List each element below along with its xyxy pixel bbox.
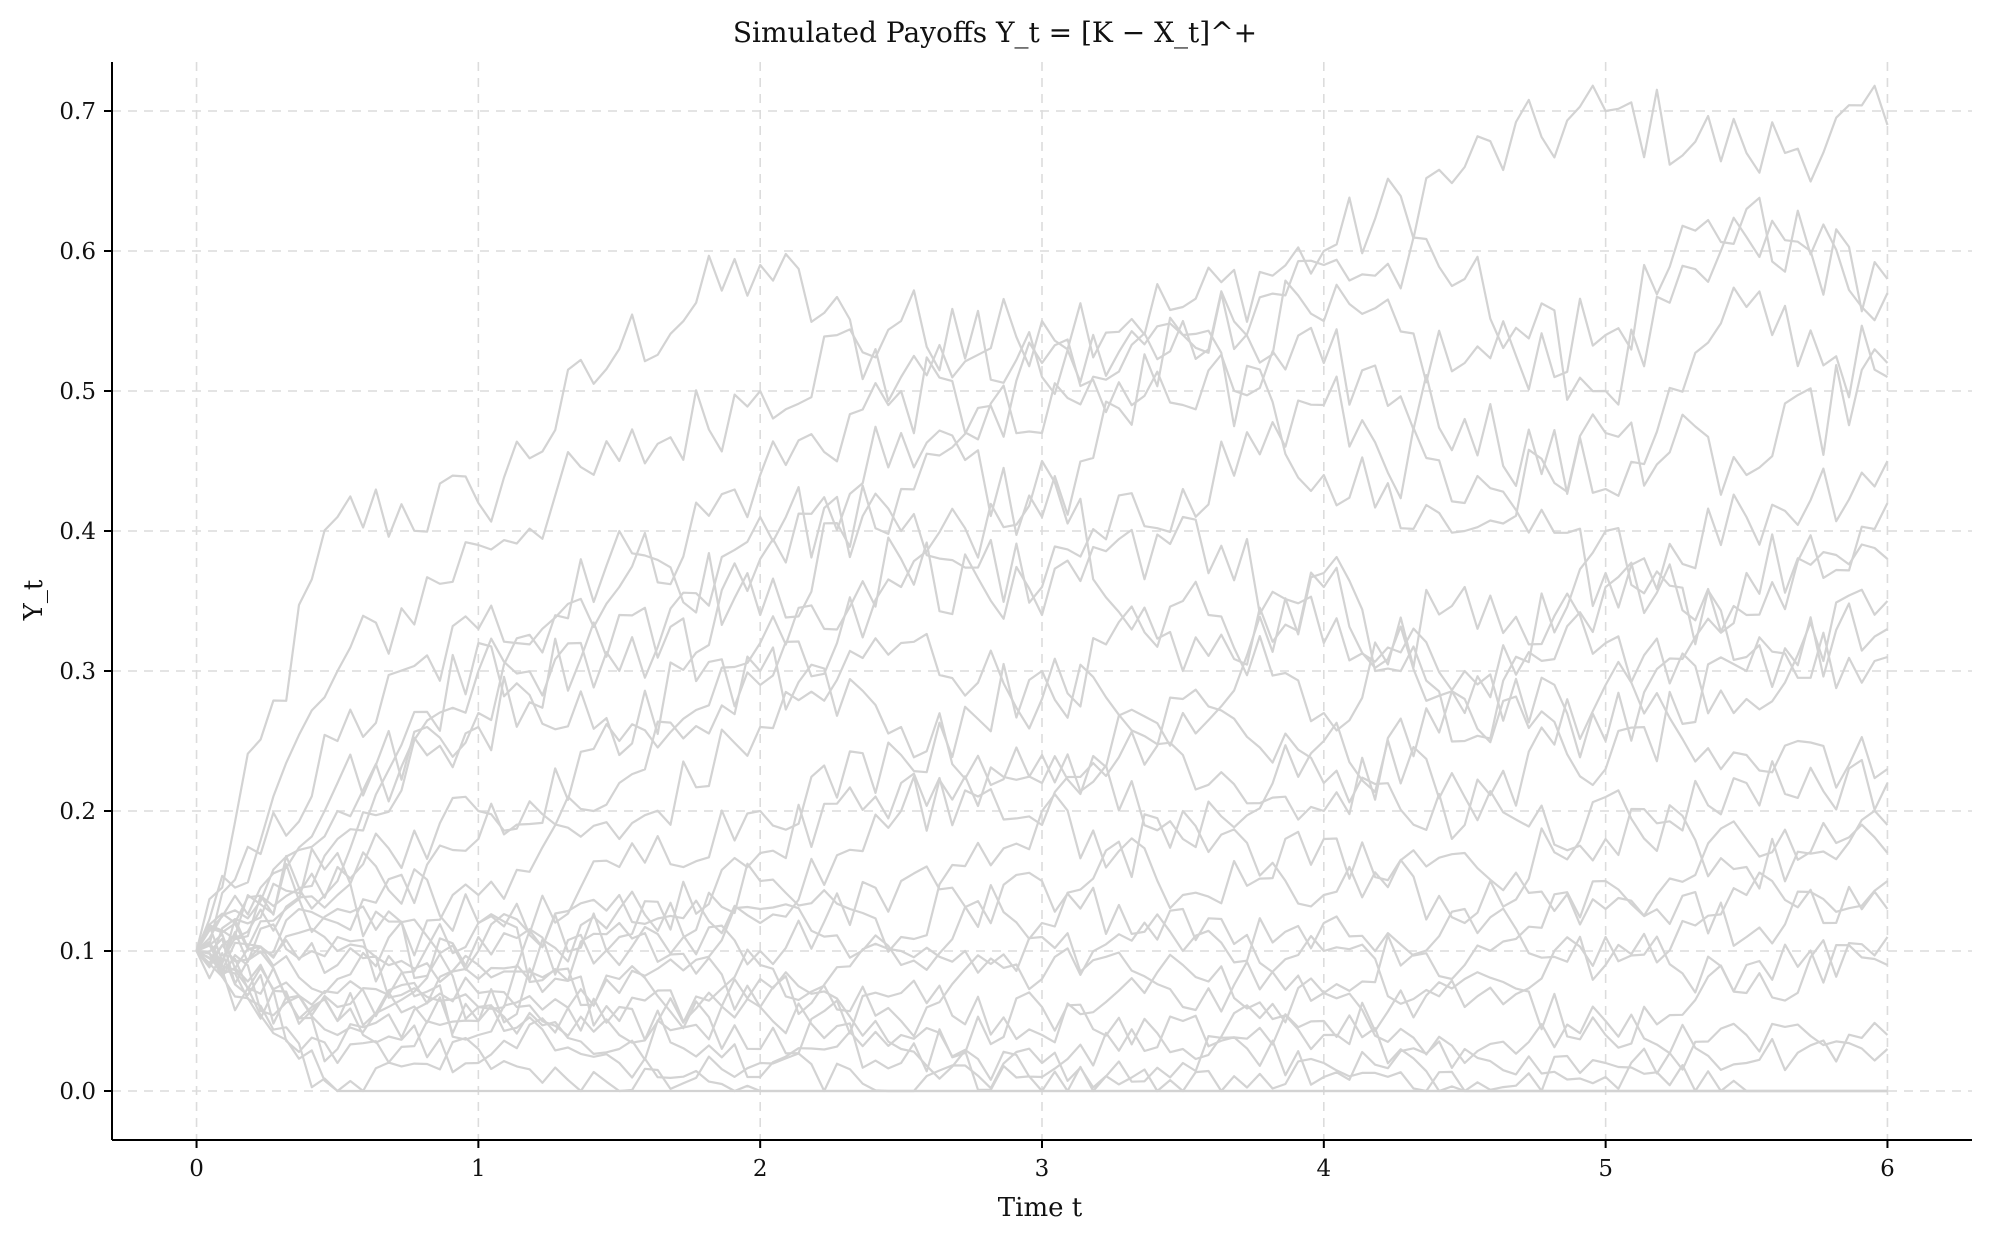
simulated-path-line [195,932,1889,1063]
simulated-path-line [195,941,1889,1090]
simulated-path-line [195,515,1889,954]
simulated-path-line [195,84,1889,952]
simulated-paths [195,84,1889,1093]
x-axis-label: Time t [998,1193,1083,1223]
y-tick-label: 0.3 [59,659,96,685]
y-tick-label: 0.4 [59,519,96,545]
x-tick-label: 4 [1316,1156,1331,1182]
simulated-path-line [195,316,1889,952]
y-axis-label: Y_t [19,579,49,621]
simulated-path-line [195,375,1889,952]
x-tick-label: 3 [1035,1156,1050,1182]
x-tick-label: 5 [1598,1156,1613,1182]
x-tick-label: 0 [189,1156,204,1182]
simulated-path-line [195,286,1889,952]
simulated-path-line [195,631,1888,971]
simulated-path-line [195,527,1889,995]
y-tick-label: 0.0 [59,1079,96,1105]
y-tick-label: 0.6 [59,239,96,265]
simulated-path-line [196,196,1889,952]
chart-title: Simulated Payoffs Y_t = [K − X_t]^+ [733,16,1257,49]
simulated-path-line [196,943,1888,1093]
simulated-path-line [196,789,1889,1027]
simulated-path-line [195,847,1888,1093]
axes: 0 1 2 3 4 5 6 0.0 0.1 0.2 0.3 0.4 0.5 0.6 0.7 [59,62,1972,1182]
simulated-path-line [196,721,1889,983]
simulated-path-line [195,950,1889,1073]
x-tick-label: 2 [753,1156,768,1182]
x-tick-label: 1 [471,1156,486,1182]
simulated-path-line [195,459,1889,952]
simulated-path-line [195,216,1889,952]
y-tick-label: 0.5 [59,379,96,405]
simulated-path-line [196,871,1889,1037]
y-tick-label: 0.7 [59,99,96,125]
y-tick-label: 0.1 [59,939,96,965]
x-tick-label: 6 [1880,1156,1895,1182]
simulated-path-line [195,923,1888,1055]
simulated-path-line [195,580,1889,968]
y-tick-label: 0.2 [59,799,96,825]
